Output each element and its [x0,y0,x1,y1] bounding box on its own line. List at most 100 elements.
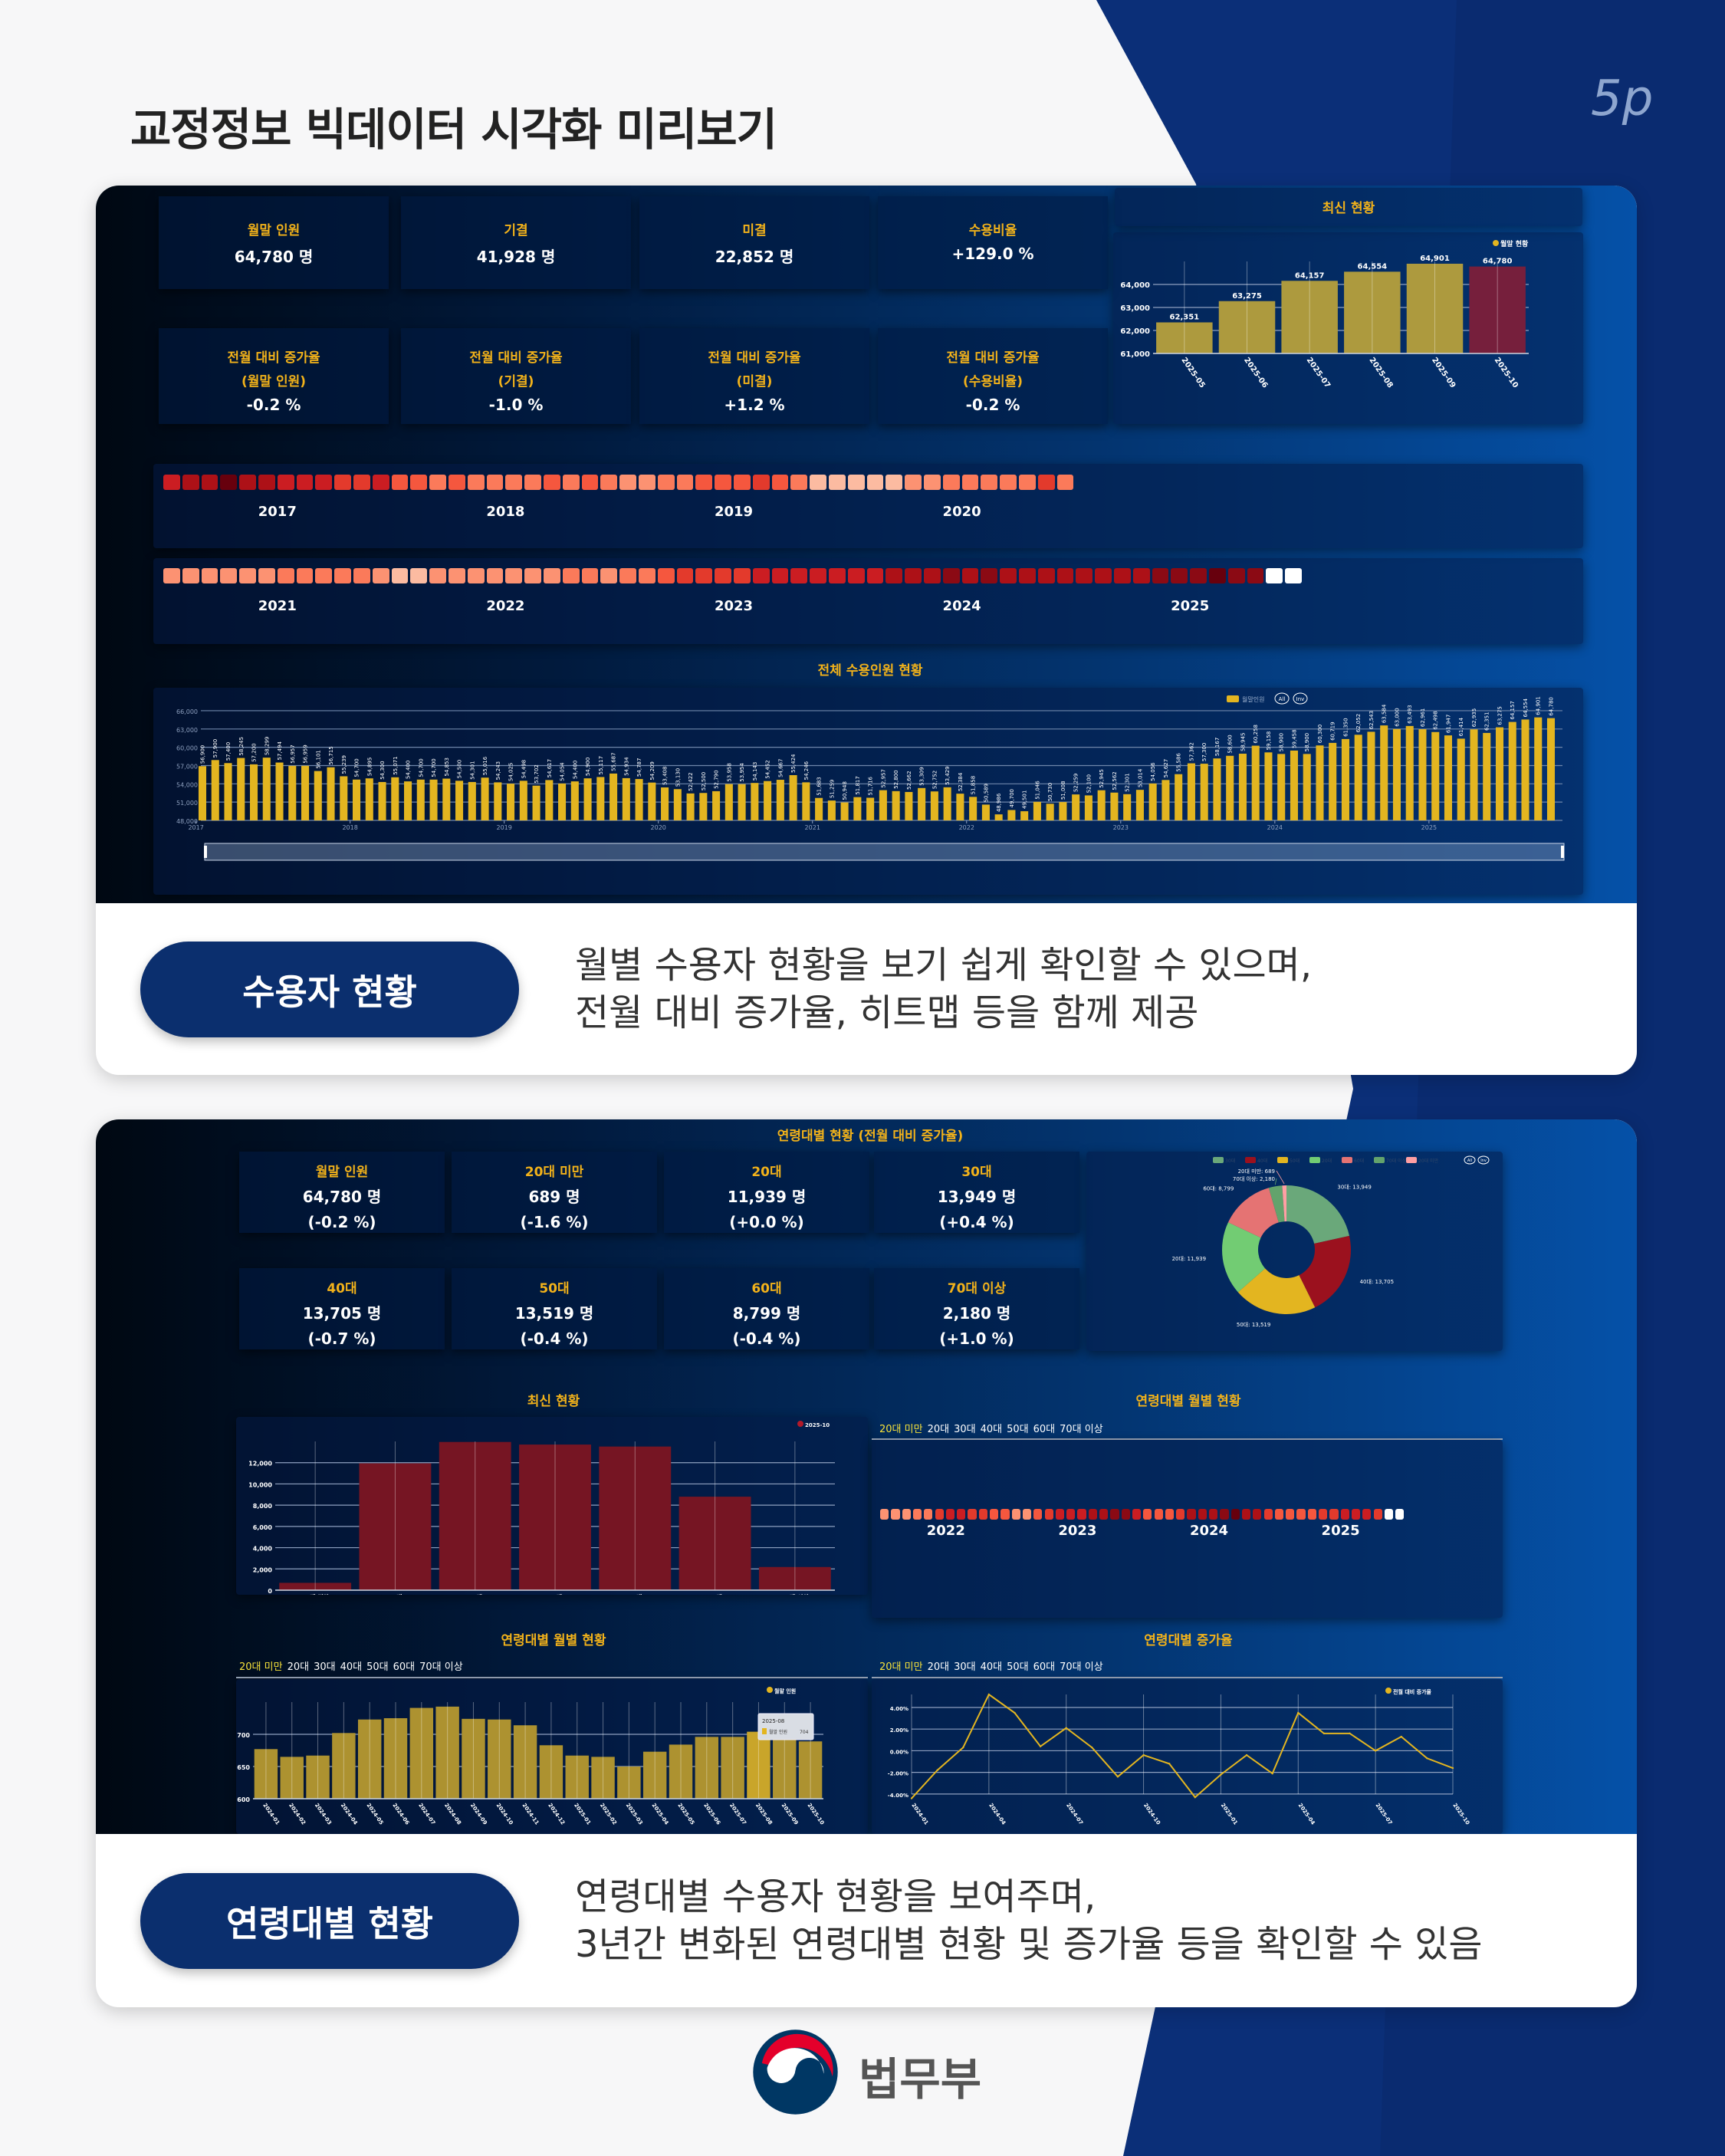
legend-label[interactable]: 월말 현황 [1500,239,1529,248]
heatmap-cell[interactable] [847,568,865,583]
data-point[interactable] [1039,1745,1042,1747]
bar[interactable] [340,776,348,820]
bar[interactable] [545,780,554,820]
age-tab[interactable]: 40대 [340,1661,363,1673]
age-tab[interactable]: 20대 미만 [879,1661,923,1673]
legend-label[interactable]: 50대 [1290,1158,1300,1164]
bar[interactable] [994,814,1003,820]
heatmap-cell[interactable] [619,568,636,583]
heatmap-cell[interactable] [182,475,199,490]
all-button[interactable] [1274,692,1290,705]
heatmap-cell[interactable] [866,568,884,583]
heatmap-cell[interactable] [1285,568,1302,583]
heatmap-cell[interactable] [734,475,751,490]
heatmap-cell[interactable] [562,568,580,583]
heatmap-cell[interactable] [467,568,485,583]
heatmap-cell[interactable] [220,475,238,490]
heatmap-cell[interactable] [1110,1509,1119,1520]
heatmap-cell[interactable] [1076,568,1093,583]
bar[interactable] [1033,801,1041,820]
bar[interactable] [802,782,810,820]
data-point[interactable] [1091,1746,1093,1749]
bar[interactable] [1406,263,1464,353]
data-point[interactable] [1220,1773,1222,1776]
donut-slice[interactable] [1222,1222,1266,1293]
heatmap-cell[interactable] [1019,475,1036,490]
heatmap-cell[interactable] [790,568,808,583]
heatmap-cell[interactable] [372,568,389,583]
bar[interactable] [930,791,938,820]
bar[interactable] [1110,792,1119,820]
donut-slice[interactable] [1299,1235,1351,1308]
heatmap-cell[interactable] [201,475,219,490]
heatmap-cell[interactable] [296,475,314,490]
heatmap-cell[interactable] [353,568,370,583]
heatmap-cell[interactable] [957,1509,966,1520]
bar[interactable] [1007,810,1016,820]
heatmap-cell[interactable] [1022,1509,1032,1520]
bar[interactable] [262,758,271,820]
heatmap-cell[interactable] [1230,1509,1240,1520]
data-point[interactable] [987,1693,991,1696]
heatmap-cell[interactable] [505,475,523,490]
growth-rate-line[interactable] [911,1693,1454,1799]
heatmap-cell[interactable] [942,568,960,583]
bar[interactable] [892,790,900,820]
heatmap-cell[interactable] [891,1509,900,1520]
bar[interactable] [513,1725,537,1799]
bar[interactable] [378,781,386,820]
heatmap-cell[interactable] [935,1509,944,1520]
heatmap-cell[interactable] [619,475,636,490]
age-tab[interactable]: 70대 이상 [419,1661,463,1673]
bar[interactable] [1316,745,1324,820]
legend-label[interactable]: 70대 이상 [1386,1158,1407,1164]
heatmap-cell[interactable] [1044,1509,1053,1520]
bar[interactable] [279,1582,352,1590]
heatmap-cell[interactable] [905,475,922,490]
bar[interactable] [439,1441,511,1590]
heatmap-cell[interactable] [600,568,618,583]
heatmap-cell[interactable] [657,475,675,490]
bar[interactable] [815,797,823,820]
bar[interactable] [383,1718,408,1799]
heatmap-cell[interactable] [734,568,751,583]
heatmap-cell[interactable] [1095,568,1112,583]
bar[interactable] [254,1749,278,1799]
bar[interactable] [596,777,605,820]
bar[interactable] [712,790,721,820]
heatmap-cell[interactable] [277,568,294,583]
heatmap-cell[interactable] [600,475,618,490]
heatmap-cell[interactable] [886,568,903,583]
heatmap-cell[interactable] [924,568,941,583]
bar[interactable] [622,777,630,820]
heatmap-cell[interactable] [1190,568,1207,583]
data-point[interactable] [910,1797,913,1799]
bar[interactable] [391,777,399,820]
bar[interactable] [404,781,412,820]
data-point[interactable] [1065,1727,1067,1729]
heatmap-cell[interactable] [372,475,389,490]
bar[interactable] [1097,790,1106,820]
heatmap-cell[interactable] [524,475,541,490]
bar[interactable] [301,765,310,820]
bar[interactable] [583,778,592,820]
heatmap-cell[interactable] [715,568,731,583]
heatmap-cell[interactable] [1274,1509,1284,1520]
age-tab[interactable]: 20대 [287,1661,310,1673]
legend-label[interactable]: 전월 대비 증가율 [1393,1688,1432,1695]
slider-handle-right[interactable] [1561,846,1564,858]
bar[interactable] [661,787,669,820]
bar[interactable] [1367,731,1375,820]
heatmap-cell[interactable] [902,1509,911,1520]
heatmap-cell[interactable] [1001,1509,1010,1520]
bar[interactable] [1148,783,1157,820]
heatmap-cell[interactable] [429,568,446,583]
all-button[interactable] [1464,1155,1476,1165]
legend-label[interactable]: 월말 인원 [774,1688,796,1694]
bar[interactable] [599,1446,672,1590]
bar[interactable] [1226,755,1234,820]
data-point[interactable] [1245,1753,1248,1757]
bar[interactable] [1483,732,1491,820]
bar[interactable] [648,782,656,820]
bar[interactable] [905,791,913,820]
